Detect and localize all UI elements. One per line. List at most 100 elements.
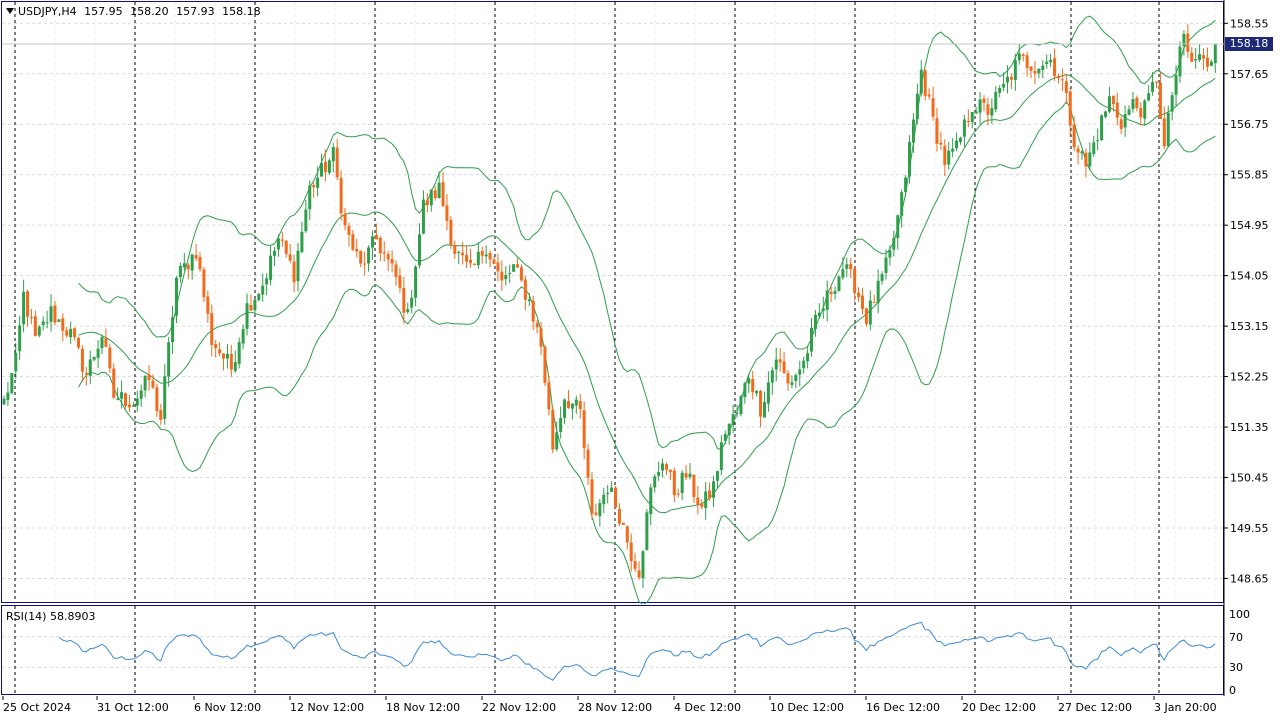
candle-body [453, 245, 457, 254]
candle-body [641, 551, 645, 579]
candle [265, 273, 269, 296]
candle [374, 223, 378, 240]
candle [892, 230, 896, 257]
candle-body [680, 472, 684, 494]
candle-body [653, 476, 657, 488]
candle-body [817, 312, 821, 317]
candle [633, 552, 637, 572]
candle-body [1115, 102, 1119, 118]
candle-body [911, 119, 915, 143]
candle [1186, 24, 1190, 58]
candle-body [798, 369, 802, 375]
rsi-chart[interactable]: 100 70 30 0 [0, 604, 1280, 697]
candle [194, 243, 198, 262]
candle-body [535, 323, 539, 328]
candle-body [1013, 60, 1017, 80]
candle-body [1162, 118, 1166, 147]
candle-body [390, 258, 394, 264]
candle [245, 293, 249, 336]
candle [1209, 59, 1213, 67]
candle [1194, 47, 1198, 69]
candle-body [182, 263, 186, 268]
candle-body [1111, 95, 1115, 105]
candle [316, 166, 320, 197]
rsi-line [58, 621, 1216, 681]
time-tick-label: 20 Dec 12:00 [962, 701, 1036, 714]
candle [923, 69, 927, 101]
dropdown-triangle-icon[interactable] [6, 8, 14, 14]
candle [939, 131, 943, 150]
candle [1139, 102, 1143, 126]
candle [296, 242, 300, 292]
candle [449, 216, 453, 249]
candle [617, 503, 621, 527]
candle-body [222, 353, 226, 359]
candle-body [1131, 99, 1135, 110]
candle-body [167, 342, 171, 377]
candle-body [1021, 54, 1025, 56]
candle-body [864, 308, 868, 325]
candle [1049, 53, 1053, 68]
candle-body [684, 473, 688, 478]
candle-body [821, 308, 825, 312]
candle [876, 269, 880, 314]
time-tick-label: 12 Nov 12:00 [290, 701, 364, 714]
candle [1190, 47, 1194, 63]
candle [555, 421, 559, 452]
candle [233, 350, 237, 374]
candle [127, 394, 131, 412]
candle [394, 260, 398, 286]
price-chart[interactable]: 158.55 157.65 156.75 155.85 154.95 154.05 153.… [0, 0, 1280, 606]
candle-body [163, 376, 167, 419]
candle [606, 485, 610, 504]
time-tick-label: 3 Jan 20:00 [1154, 701, 1217, 714]
candle-body [229, 353, 233, 370]
candle [551, 406, 555, 454]
rsi-panel[interactable]: 100 70 30 0 RSI(14) 58.8903 [0, 604, 1280, 697]
rsi-frame [1, 605, 1224, 695]
candle [943, 139, 947, 176]
price-chart-panel[interactable]: 158.55 157.65 156.75 155.85 154.95 154.05 153.… [0, 0, 1280, 606]
candle [919, 60, 923, 97]
candle [931, 86, 935, 121]
candle [770, 367, 774, 395]
candle [1072, 116, 1076, 152]
candle [1115, 92, 1119, 126]
price-tick-label: 150.45 [1230, 472, 1269, 485]
price-tick-label: 156.75 [1230, 118, 1269, 131]
candle [237, 337, 241, 369]
candle [1002, 72, 1006, 92]
candle [590, 472, 594, 520]
candle [692, 474, 696, 503]
candle [33, 310, 37, 337]
candle [955, 132, 959, 152]
candle-body [53, 305, 57, 323]
candle [806, 345, 810, 369]
candle-body [931, 98, 935, 117]
candle-body [770, 370, 774, 383]
candle-body [351, 234, 355, 250]
candle-body [241, 329, 245, 344]
candle-body [1029, 66, 1033, 71]
candle-body [225, 353, 229, 359]
candle [962, 114, 966, 148]
candle-body [461, 252, 465, 256]
candle-body [265, 278, 269, 285]
candle [167, 336, 171, 387]
candle [104, 328, 108, 348]
candle-body [61, 318, 65, 331]
candle [951, 138, 955, 158]
candle [171, 305, 175, 354]
candle [860, 287, 864, 315]
candle [1162, 106, 1166, 150]
candle [359, 250, 363, 268]
candle [904, 175, 908, 197]
candle-body [1009, 77, 1013, 80]
candle-body [300, 231, 304, 252]
candle [120, 380, 124, 409]
candle [1174, 65, 1178, 107]
price-tick-label: 158.55 [1230, 17, 1269, 30]
candle [911, 113, 915, 153]
candle [688, 463, 692, 480]
candle-body [159, 409, 163, 420]
